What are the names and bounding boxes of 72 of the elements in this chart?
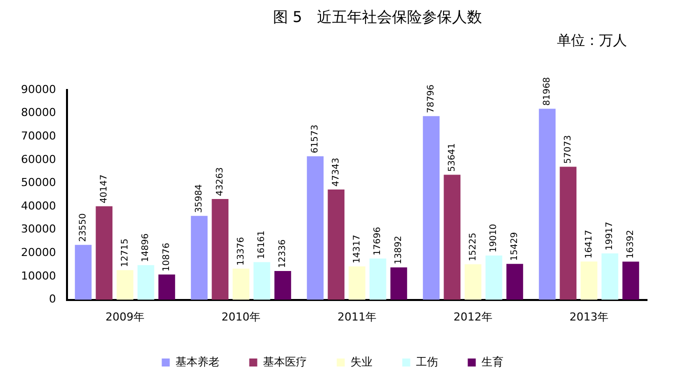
bar xyxy=(96,206,112,300)
data-label: 40147 xyxy=(99,174,110,204)
data-label: 47343 xyxy=(331,158,342,186)
chart-title: 图 5 近五年社会保险参保人数 xyxy=(272,8,484,28)
y-tick-label: 0 xyxy=(48,292,56,306)
bar xyxy=(116,270,134,300)
bar xyxy=(486,255,502,300)
data-label: 43263 xyxy=(215,167,226,196)
data-label: 13376 xyxy=(236,236,246,266)
bar xyxy=(580,262,598,300)
y-tick-label: 30000 xyxy=(20,222,56,236)
bar xyxy=(464,264,482,300)
bar xyxy=(444,174,460,300)
bar xyxy=(232,268,250,300)
x-tick-label: 2011年 xyxy=(337,310,376,324)
bar xyxy=(138,265,154,300)
data-label: 14317 xyxy=(352,234,362,264)
bar xyxy=(602,253,618,300)
data-label: 16161 xyxy=(257,230,268,260)
bar xyxy=(74,244,92,300)
y-tick-label: 40000 xyxy=(20,199,56,212)
data-label: 35984 xyxy=(194,184,205,213)
y-tick-label: 90000 xyxy=(20,82,56,96)
data-label: 12715 xyxy=(120,238,130,268)
data-label: 53641 xyxy=(447,143,458,172)
y-tick-label: 80000 xyxy=(20,106,56,120)
data-label: 15429 xyxy=(510,232,520,261)
data-label: 15225 xyxy=(468,232,478,262)
data-label: 19010 xyxy=(489,224,500,252)
data-label: 78796 xyxy=(426,84,437,114)
data-label: 10876 xyxy=(162,242,172,272)
data-label: 57073 xyxy=(563,135,574,164)
bar xyxy=(506,264,524,300)
chart-subtitle: 单位：万人 xyxy=(556,32,628,51)
x-tick-label: 2010年 xyxy=(221,310,260,324)
data-label: 14896 xyxy=(141,233,152,262)
legend-label: 生育 xyxy=(481,355,504,368)
data-label: 16417 xyxy=(584,230,594,259)
data-label: 23550 xyxy=(78,213,89,242)
bar xyxy=(422,116,440,300)
bar xyxy=(212,198,228,300)
bar xyxy=(274,271,292,300)
legend-label: 基本医疗 xyxy=(262,355,307,368)
data-label: 61573 xyxy=(310,124,321,154)
y-tick-label: 70000 xyxy=(20,129,56,142)
bar xyxy=(348,266,366,300)
y-tick-label: 10000 xyxy=(20,269,56,282)
y-tick-label: 60000 xyxy=(20,152,56,166)
data-label: 13892 xyxy=(394,236,404,264)
x-tick-label: 2009年 xyxy=(105,310,144,324)
data-label: 17696 xyxy=(373,226,384,256)
bar xyxy=(158,274,176,300)
x-tick-label: 2013年 xyxy=(570,310,608,324)
data-label: 19917 xyxy=(605,222,616,250)
bar xyxy=(254,262,270,300)
data-label: 16392 xyxy=(626,230,636,259)
data-label: 81968 xyxy=(542,76,553,106)
legend-label: 失业 xyxy=(350,355,372,368)
y-tick-label: 50000 xyxy=(20,176,56,190)
bar xyxy=(560,166,576,300)
bar xyxy=(328,189,344,300)
data-label: 12336 xyxy=(278,239,288,268)
x-tick-label: 2012年 xyxy=(454,310,492,324)
bar xyxy=(370,258,386,300)
legend-label: 基本养老 xyxy=(175,355,220,368)
bar xyxy=(538,108,556,300)
bar xyxy=(622,262,640,300)
legend-label: 工伤 xyxy=(416,355,438,368)
bar xyxy=(190,216,208,300)
bar xyxy=(306,156,324,300)
y-tick-label: 20000 xyxy=(20,246,56,260)
bar xyxy=(390,267,408,300)
